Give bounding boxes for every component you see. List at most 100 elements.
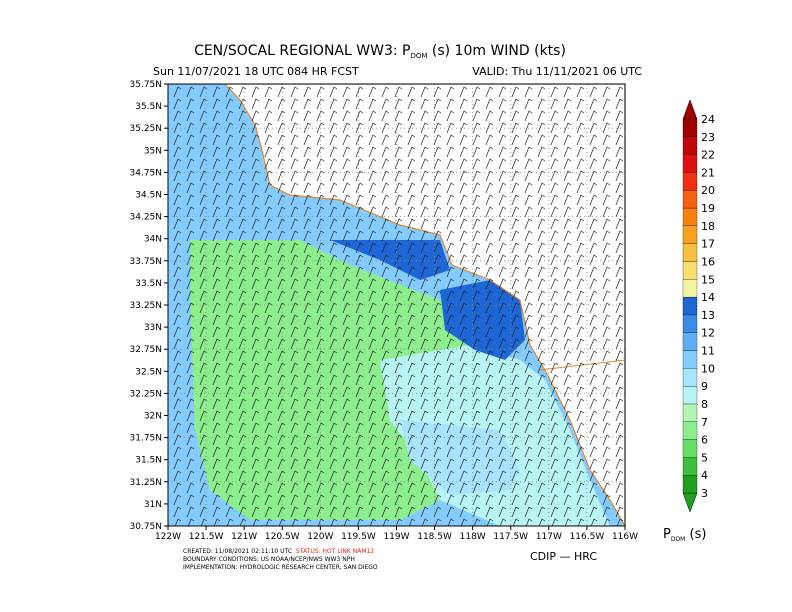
- wind-barb: [563, 386, 572, 398]
- wind-barb: [550, 266, 559, 278]
- wind-barb: [225, 494, 234, 506]
- wind-barb: [498, 278, 507, 290]
- wind-barb: [537, 110, 546, 122]
- wind-barb: [485, 482, 494, 494]
- wind-barb: [589, 374, 598, 386]
- wind-barb: [407, 158, 416, 170]
- wind-barb: [563, 470, 572, 482]
- colorbar-box: [682, 207, 698, 227]
- wind-barb: [368, 314, 377, 326]
- wind-barb: [381, 506, 390, 518]
- wind-barb: [485, 206, 494, 218]
- wind-barb: [316, 350, 325, 362]
- wind-barb: [355, 182, 364, 194]
- wind-barb: [511, 422, 520, 434]
- wind-barb: [537, 146, 546, 158]
- wind-barb: [524, 86, 533, 98]
- wind-barb: [576, 206, 585, 218]
- wind-barb: [316, 446, 325, 458]
- wind-barb: [368, 506, 377, 518]
- wind-barb: [498, 374, 507, 386]
- wind-barb: [264, 254, 273, 266]
- colorbar-label: 21: [701, 166, 715, 179]
- wind-barb: [186, 302, 195, 314]
- wind-barb: [173, 434, 182, 446]
- wind-barb: [173, 314, 182, 326]
- wind-barb: [472, 398, 481, 410]
- wind-barb: [420, 218, 429, 230]
- wind-barb: [342, 194, 351, 206]
- wind-barb: [498, 446, 507, 458]
- wind-barb: [511, 266, 520, 278]
- wind-barb: [420, 266, 429, 278]
- wind-barb: [602, 110, 611, 122]
- wind-barb: [251, 422, 260, 434]
- wind-barb: [459, 182, 468, 194]
- wind-barb: [225, 110, 234, 122]
- lat-label: 30.75N: [130, 522, 163, 532]
- wind-barb: [433, 230, 442, 242]
- wind-barb: [277, 218, 286, 230]
- wind-barb: [498, 242, 507, 254]
- wind-barb: [550, 146, 559, 158]
- wind-barb: [459, 254, 468, 266]
- wind-barb: [342, 482, 351, 494]
- wind-barb: [290, 98, 299, 110]
- colorbar-label: 14: [701, 291, 715, 304]
- wind-barb: [342, 398, 351, 410]
- wind-barb: [576, 278, 585, 290]
- wind-barb: [381, 470, 390, 482]
- wind-barb: [485, 278, 494, 290]
- wind-barb: [576, 386, 585, 398]
- wind-barb: [290, 434, 299, 446]
- wind-barb: [264, 494, 273, 506]
- wind-barb: [472, 254, 481, 266]
- wind-barb: [446, 266, 455, 278]
- colorbar-box: [682, 314, 698, 333]
- wind-barb: [602, 146, 611, 158]
- wind-barb: [212, 434, 221, 446]
- wind-barb: [173, 302, 182, 314]
- wind-barb: [472, 134, 481, 146]
- colorbar-box: [682, 279, 698, 298]
- wind-barb: [511, 458, 520, 470]
- wind-barb: [524, 254, 533, 266]
- wind-barb: [524, 122, 533, 134]
- wind-barb: [498, 110, 507, 122]
- wind-barb: [303, 170, 312, 182]
- wind-barb: [524, 458, 533, 470]
- wind-barb: [563, 446, 572, 458]
- wind-barb: [277, 86, 286, 98]
- wind-barb: [303, 206, 312, 218]
- wind-barb: [511, 338, 520, 350]
- wind-barb: [576, 290, 585, 302]
- wind-barb: [589, 506, 598, 518]
- wind-barb: [329, 134, 338, 146]
- wind-barb: [511, 374, 520, 386]
- colorbar-label: 11: [701, 345, 715, 358]
- wind-barb: [238, 338, 247, 350]
- wind-barb: [329, 482, 338, 494]
- wind-barb: [485, 194, 494, 206]
- wind-barb: [290, 410, 299, 422]
- wind-barb: [342, 374, 351, 386]
- wind-barb: [238, 182, 247, 194]
- wind-barb: [173, 278, 182, 290]
- wind-barb: [173, 134, 182, 146]
- wind-barb: [485, 470, 494, 482]
- wind-barb: [212, 98, 221, 110]
- wind-barb: [589, 266, 598, 278]
- lon-label: 116.5W: [570, 532, 605, 542]
- lon-label: 118W: [460, 532, 486, 542]
- wind-barb: [472, 302, 481, 314]
- lon-label: 119W: [383, 532, 409, 542]
- wind-barb: [420, 398, 429, 410]
- wind-barb: [485, 350, 494, 362]
- wind-barb: [186, 254, 195, 266]
- wind-barb: [550, 446, 559, 458]
- wind-barb: [368, 98, 377, 110]
- wind-barb: [303, 266, 312, 278]
- wind-barb: [212, 314, 221, 326]
- colorbar-box: [682, 421, 698, 440]
- wind-barb: [472, 446, 481, 458]
